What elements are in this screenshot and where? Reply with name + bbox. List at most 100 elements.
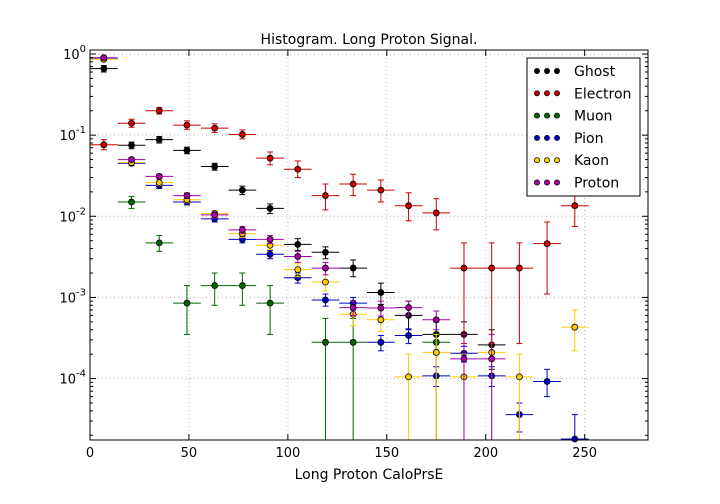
data-point [571, 435, 579, 443]
data-point [100, 54, 108, 62]
data-point [266, 205, 274, 212]
data-point [211, 124, 219, 132]
data-point [405, 202, 412, 210]
data-point [128, 198, 135, 206]
legend-entry-kaon: Kaon [534, 153, 609, 169]
data-point [100, 141, 108, 149]
data-point [211, 282, 219, 289]
data-point [211, 211, 219, 219]
plot-frame [89, 49, 649, 441]
data-point [183, 121, 191, 129]
legend-marker [534, 112, 540, 119]
data-point [322, 338, 329, 346]
data-point [155, 107, 163, 115]
data-point [571, 323, 579, 331]
legend-marker [544, 90, 550, 97]
data-point [183, 192, 191, 199]
data-point [377, 289, 385, 296]
data-point [322, 192, 329, 199]
data-point [405, 373, 412, 381]
data-point [128, 141, 135, 149]
data-point [211, 163, 219, 170]
legend-entry-proton: Proton [534, 176, 619, 192]
x-tick-label: 50 [181, 446, 198, 461]
series-electron [90, 106, 589, 345]
data-point [377, 304, 385, 312]
legend-entry-pion: Pion [534, 131, 603, 147]
data-point [349, 304, 357, 311]
axis-ticks: 0 50 100 150 200 250 100 10-1 10-2 10-3 10-4 [59, 44, 648, 461]
x-tick-label: 100 [275, 446, 300, 461]
legend-marker [554, 157, 560, 164]
y-tick-label: 100 [63, 44, 86, 63]
data-point [322, 248, 329, 256]
data-point [515, 264, 523, 272]
data-point [571, 202, 579, 210]
legend-marker [534, 157, 540, 164]
data-point [155, 173, 163, 180]
data-point [460, 355, 468, 363]
y-tick-label: 10-2 [59, 206, 86, 225]
legend-box [526, 57, 641, 197]
data-point [183, 146, 191, 154]
legend-marker [544, 68, 550, 74]
legend-label: Kaon [574, 153, 609, 169]
data-point [432, 349, 440, 356]
legend-entry-ghost: Ghost [534, 64, 616, 80]
y-tick-label: 10-4 [59, 369, 86, 388]
x-tick-label: 200 [473, 446, 498, 461]
series-proton [90, 54, 506, 441]
data-point [266, 154, 274, 162]
x-tick-label: 250 [572, 446, 597, 461]
legend-marker [554, 179, 560, 186]
data-point [238, 186, 246, 194]
data-point [432, 316, 440, 324]
data-point [322, 264, 329, 272]
data-point [405, 304, 412, 311]
legend-marker [554, 112, 560, 119]
data-point [100, 65, 108, 73]
data-point [266, 299, 274, 307]
data-point [515, 373, 523, 381]
series-layer [90, 54, 589, 443]
legend-label: Proton [574, 176, 619, 192]
data-point [432, 209, 440, 217]
legend-marker [554, 90, 560, 97]
data-point [155, 179, 163, 187]
legend-entry-electron: Electron [534, 86, 631, 102]
legend-marker [544, 134, 550, 141]
legend-marker [534, 179, 540, 186]
data-point [322, 296, 329, 304]
data-point [238, 282, 246, 289]
data-point [238, 131, 246, 138]
data-point [377, 186, 385, 194]
legend-marker [534, 90, 540, 97]
data-point [377, 338, 385, 346]
data-point [543, 378, 551, 385]
data-point [488, 264, 496, 272]
data-point [294, 165, 302, 173]
series-muon [117, 196, 451, 441]
data-point [128, 119, 135, 127]
x-axis-label: Long Proton CaloPrsE [295, 467, 444, 483]
legend-label: Electron [574, 86, 631, 102]
legend-marker [554, 134, 560, 141]
data-point [294, 253, 302, 260]
data-point [377, 316, 385, 324]
legend-label: Muon [574, 109, 612, 125]
legend-marker [544, 157, 550, 164]
legend-label: Pion [574, 131, 603, 147]
data-point [405, 332, 412, 339]
legend: Ghost Electron Muon Pion Kaon Proton [526, 57, 641, 197]
data-point [460, 264, 468, 272]
data-point [294, 266, 302, 274]
legend-marker [534, 134, 540, 141]
data-point [155, 239, 163, 247]
data-point [349, 338, 357, 346]
data-point [128, 156, 135, 163]
data-point [266, 235, 274, 243]
data-point [183, 299, 191, 307]
data-point [543, 240, 551, 248]
legend-marker [534, 68, 540, 74]
